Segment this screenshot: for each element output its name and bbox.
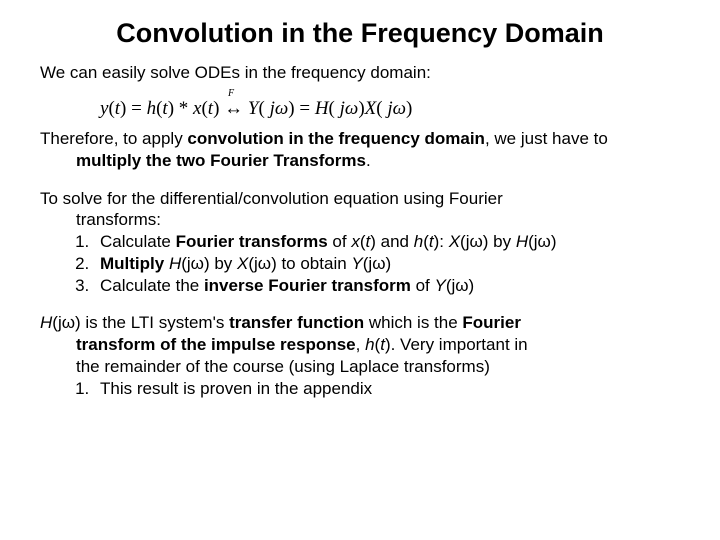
paragraph-transfer-function: H(jω) is the LTI system's transfer funct… xyxy=(40,312,680,377)
list-item: This result is proven in the appendix xyxy=(94,378,680,400)
text: To solve for the differential/convolutio… xyxy=(40,189,503,208)
intro-text: We can easily solve ODEs in the frequenc… xyxy=(40,63,680,83)
bold-text: transform of the impulse response xyxy=(76,335,356,354)
list-item: Multiply H(jω) by X(jω) to obtain Y(jω) xyxy=(94,253,680,275)
paragraph-solve: To solve for the differential/convolutio… xyxy=(40,188,680,232)
text: Therefore, to apply xyxy=(40,129,187,148)
list-item: Calculate Fourier transforms of x(t) and… xyxy=(94,231,680,253)
slide-title: Convolution in the Frequency Domain xyxy=(40,18,680,49)
equation-block: F y(t) = h(t) * x(t) ↔ Y( jω) = H( jω)X(… xyxy=(40,89,680,118)
paragraph-therefore: Therefore, to apply convolution in the f… xyxy=(40,128,680,172)
bold-text: Fourier xyxy=(462,313,521,332)
text: , we just have to xyxy=(485,129,608,148)
bold-text: convolution in the frequency domain xyxy=(187,129,485,148)
bold-text: multiply the two Fourier Transforms xyxy=(76,151,366,170)
list-item: Calculate the inverse Fourier transform … xyxy=(94,275,680,297)
text: transforms: xyxy=(40,209,680,231)
steps-list: Calculate Fourier transforms of x(t) and… xyxy=(40,231,680,296)
slide: Convolution in the Frequency Domain We c… xyxy=(0,0,720,419)
appendix-list: This result is proven in the appendix xyxy=(40,378,680,400)
text: . xyxy=(366,151,371,170)
text: the remainder of the course (using Lapla… xyxy=(40,356,680,378)
text: ). Very important in xyxy=(385,335,528,354)
convolution-equation: y(t) = h(t) * x(t) ↔ Y( jω) = H( jω)X( j… xyxy=(100,99,680,118)
